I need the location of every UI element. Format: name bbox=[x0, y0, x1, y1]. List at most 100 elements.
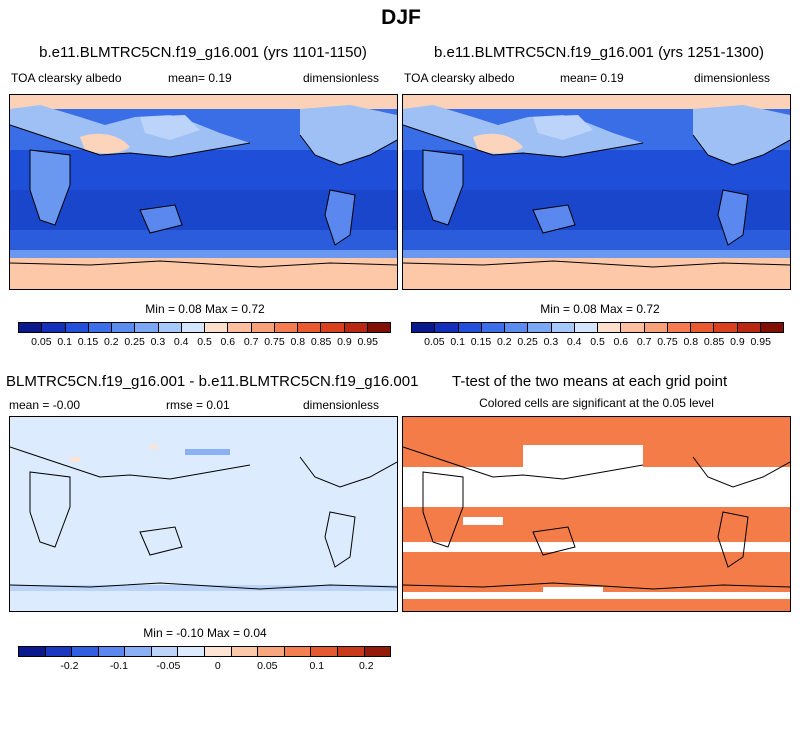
panel2-colorbar-swatch-7 bbox=[574, 323, 598, 332]
p3-anomaly-1 bbox=[70, 457, 80, 462]
panel1-map-svg bbox=[10, 95, 397, 289]
panel2-colorbar-tick-label: 0.1 bbox=[450, 336, 465, 348]
panel3-colorbar-swatch-1 bbox=[45, 647, 73, 656]
p1-coast-eurasia bbox=[10, 124, 251, 158]
panel2-colorbar-tick-label: 0.6 bbox=[613, 336, 629, 348]
panel1-colorbar-tick-label: 0.3 bbox=[150, 336, 166, 348]
panel1-map bbox=[9, 94, 398, 290]
p4-coastlines bbox=[403, 446, 790, 590]
panel1-colorbar-swatch-8 bbox=[205, 323, 229, 332]
panel2-mean: mean= 0.19 bbox=[560, 71, 624, 85]
panel2-colorbar-tick-label: 0.15 bbox=[470, 336, 492, 348]
panel1-colorbar-swatch-0 bbox=[19, 323, 43, 332]
p4-sig-npacific bbox=[643, 445, 790, 467]
p1-seaice bbox=[10, 250, 397, 260]
p4-sig-arctic bbox=[403, 417, 790, 445]
p4-coast-namerica bbox=[692, 456, 790, 488]
panel2-colorbar-tick-label: 0.9 bbox=[730, 336, 745, 348]
panel1-title: b.e11.BLMTRC5CN.f19_g16.001 (yrs 1101-11… bbox=[39, 44, 367, 61]
panel2-variable: TOA clearsky albedo bbox=[404, 71, 515, 85]
p1-coastlines bbox=[10, 124, 397, 268]
panel3-colorbar-tick-label: 0 bbox=[214, 660, 221, 672]
panel3-mean: mean = -0.00 bbox=[9, 398, 81, 412]
panel1-colorbar-tick-label: 0.6 bbox=[220, 336, 236, 348]
panel2-colorbar-tick-label: 0.85 bbox=[703, 336, 725, 348]
panel3-colorbar-swatch-13 bbox=[364, 647, 391, 656]
panel3-colorbar-tick-label: 0.05 bbox=[257, 660, 278, 672]
panel2-colorbar-swatch-10 bbox=[644, 323, 668, 332]
panel1-colorbar-tick-label: 0.8 bbox=[290, 336, 306, 348]
panel1-colorbar-tick-label: 0.15 bbox=[77, 336, 99, 348]
panel1-colorbar-tick-label: 0.2 bbox=[103, 336, 119, 348]
p2-coast-antarctica bbox=[403, 260, 790, 268]
panel1-colorbar-swatch-14 bbox=[344, 323, 368, 332]
p2-siberia bbox=[533, 115, 593, 140]
p1-antarctica bbox=[10, 258, 397, 289]
panel4-title: T-test of the two means at each grid poi… bbox=[452, 373, 728, 390]
p1-australia bbox=[140, 205, 182, 233]
panel2-colorbar-swatch-5 bbox=[528, 323, 552, 332]
p1-samerica bbox=[325, 190, 355, 245]
p3-coast-samerica bbox=[324, 511, 356, 568]
panel1-colorbar-tick-label: 0.7 bbox=[243, 336, 259, 348]
panel2-colorbar-swatch-1 bbox=[435, 323, 459, 332]
panel1-colorbar-tick-label: 0.95 bbox=[357, 336, 378, 348]
panel3-colorbar-swatch-9 bbox=[258, 647, 285, 656]
panel1-colorbar-tick-label: 0.85 bbox=[310, 336, 332, 348]
panel1-colorbar-tick-label: 0.5 bbox=[197, 336, 212, 348]
panel2-colorbar-swatch-4 bbox=[505, 323, 529, 332]
p1-coast-namerica bbox=[299, 134, 397, 166]
panel1-colorbar bbox=[18, 322, 391, 333]
panel1-colorbar-swatch-15 bbox=[367, 323, 390, 332]
p3-anomaly-kamchatka bbox=[185, 449, 230, 455]
p2-samerica bbox=[718, 190, 748, 245]
p3-coast-australia bbox=[139, 526, 183, 556]
p1-eurasia bbox=[10, 105, 250, 157]
panel1-colorbar-swatch-3 bbox=[88, 323, 112, 332]
p1-namerica bbox=[300, 105, 397, 165]
panel2-units: dimensionless bbox=[694, 71, 771, 85]
p1-coast-africa bbox=[29, 149, 71, 226]
panel1-colorbar-swatch-7 bbox=[181, 323, 205, 332]
panel3-minmax: Min = -0.10 Max = 0.04 bbox=[143, 626, 267, 640]
panel2-colorbar-tick-label: 0.5 bbox=[590, 336, 605, 348]
panel3-colorbar-swatch-10 bbox=[284, 647, 312, 656]
panel2-colorbar-swatch-14 bbox=[737, 323, 761, 332]
panel1-colorbar-tick-label: 0.25 bbox=[124, 336, 145, 348]
panel1-colorbar-tick-label: 0.4 bbox=[173, 336, 189, 348]
panel2-colorbar-tick-label: 0.3 bbox=[543, 336, 559, 348]
panel3-colorbar-tick-label: -0.1 bbox=[109, 660, 128, 672]
p2-africa bbox=[423, 150, 463, 225]
panel3-colorbar-swatch-11 bbox=[311, 647, 338, 656]
panel1-colorbar-swatch-5 bbox=[135, 323, 159, 332]
p4-nonsig-1 bbox=[543, 587, 603, 599]
p1-tibet bbox=[80, 133, 130, 154]
p3-anomaly-southern bbox=[10, 585, 397, 591]
panel3-title: BLMTRC5CN.f19_g16.001 - b.e11.BLMTRC5CN.… bbox=[6, 373, 419, 390]
panel1-colorbar-swatch-2 bbox=[65, 323, 89, 332]
p3-coast-namerica bbox=[299, 456, 397, 488]
panel2-colorbar-swatch-6 bbox=[551, 323, 575, 332]
p1-coast-antarctica bbox=[10, 260, 397, 268]
panel2-colorbar-swatch-15 bbox=[760, 323, 783, 332]
panel2-colorbar bbox=[411, 322, 784, 333]
p2-eurasia bbox=[403, 105, 643, 157]
panel3-colorbar-ticks: -0.2 -0.1 -0.05 0 0.05 0.1 0.2 bbox=[18, 660, 391, 674]
p2-coastlines bbox=[403, 124, 790, 268]
panel2-map-svg bbox=[403, 95, 790, 289]
panel4-subtitle: Colored cells are significant at the 0.0… bbox=[479, 396, 714, 410]
panel3-units: dimensionless bbox=[303, 398, 380, 412]
panel1-colorbar-swatch-12 bbox=[298, 323, 322, 332]
p4-nonsig-3 bbox=[463, 517, 503, 525]
panel1-colorbar-swatch-10 bbox=[251, 323, 275, 332]
p3-coast-africa bbox=[29, 471, 71, 548]
p3-anomaly-2 bbox=[150, 445, 158, 449]
p2-coast-eurasia bbox=[403, 124, 644, 158]
figure-title: DJF bbox=[381, 6, 421, 29]
panel2-colorbar-tick-label: 0.75 bbox=[657, 336, 678, 348]
panel2-colorbar-tick-label: 0.8 bbox=[683, 336, 699, 348]
p3-coastlines bbox=[10, 446, 397, 590]
p2-arctic bbox=[403, 95, 790, 109]
panel2-colorbar-tick-label: 0.95 bbox=[750, 336, 771, 348]
panel2-colorbar-tick-label: 0.25 bbox=[517, 336, 538, 348]
